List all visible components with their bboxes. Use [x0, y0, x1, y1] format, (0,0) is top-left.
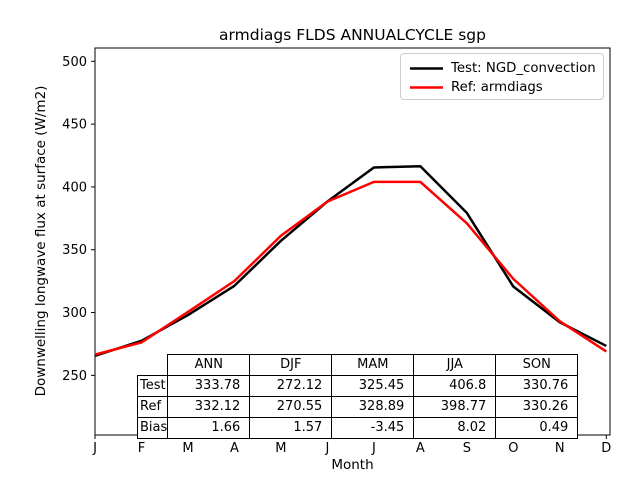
- table-cell: 406.8: [413, 375, 497, 397]
- table-cell: 272.12: [249, 375, 333, 397]
- table-cell: 0.49: [495, 417, 579, 439]
- table-cell: 1.57: [249, 417, 333, 439]
- legend-label-ref: Ref: armdiags: [451, 80, 543, 95]
- table-row: Test 333.78 272.12 325.45 406.8 330.76: [136, 375, 579, 397]
- table-header-row: ANN DJF MAM JJA SON: [138, 354, 579, 376]
- x-axis-label: Month: [331, 457, 374, 473]
- legend: Test: NGD_convection Ref: armdiags: [400, 53, 604, 100]
- y-tick-label: 300: [62, 306, 87, 321]
- legend-label-test: Test: NGD_convection: [451, 61, 596, 76]
- table-cell: 333.78: [167, 375, 251, 397]
- series-line-ref: [94, 180, 607, 356]
- y-tick-label: 400: [62, 180, 87, 195]
- x-tick-label: N: [555, 441, 565, 456]
- table-row-label: Bias: [136, 417, 169, 439]
- table-cell: 8.02: [413, 417, 497, 439]
- table-header-cell: JJA: [413, 354, 497, 376]
- table-cell: 330.76: [495, 375, 579, 397]
- y-tick-label: 450: [62, 118, 87, 133]
- table-cell: 325.45: [331, 375, 415, 397]
- legend-line-icon: [410, 67, 443, 70]
- x-tick-label: A: [230, 441, 239, 456]
- table-cell: 398.77: [413, 396, 497, 418]
- table-cell: 270.55: [249, 396, 333, 418]
- legend-entry-test: Test: NGD_convection: [410, 59, 596, 78]
- x-tick-label: S: [463, 441, 471, 456]
- table-header-cell: SON: [495, 354, 579, 376]
- table-cell: 330.26: [495, 396, 579, 418]
- stats-table: ANN DJF MAM JJA SON Test 333.78 272.12 3…: [136, 354, 579, 439]
- x-tick-label: M: [182, 441, 193, 456]
- legend-entry-ref: Ref: armdiags: [410, 78, 594, 97]
- x-tick-label: J: [92, 441, 97, 456]
- table-cell: 332.12: [167, 396, 251, 418]
- table-cell: -3.45: [331, 417, 415, 439]
- y-tick-label: 350: [62, 243, 87, 258]
- table-header-cell: DJF: [249, 354, 333, 376]
- x-tick-label: A: [416, 441, 425, 456]
- chart-title: armdiags FLDS ANNUALCYCLE sgp: [219, 26, 486, 44]
- series-line-test: [94, 164, 607, 358]
- y-tick-label: 500: [62, 55, 87, 70]
- legend-line-icon: [410, 86, 443, 89]
- x-tick-label: F: [138, 441, 145, 456]
- table-cell: 1.66: [167, 417, 251, 439]
- x-tick-label: O: [508, 441, 518, 456]
- table-row: Ref 332.12 270.55 328.89 398.77 330.26: [136, 396, 579, 418]
- x-tick-label: D: [601, 441, 611, 456]
- table-row-label: Test: [136, 375, 169, 397]
- table-row-label: Ref: [136, 396, 169, 418]
- table-corner-cell: [138, 355, 168, 376]
- table-cell: 328.89: [331, 396, 415, 418]
- table-row: Bias 1.66 1.57 -3.45 8.02 0.49: [136, 417, 579, 439]
- x-tick-label: J: [324, 441, 329, 456]
- table-header-cell: MAM: [331, 354, 415, 376]
- table-header-cell: ANN: [167, 354, 251, 376]
- y-tick-label: 250: [62, 369, 87, 384]
- x-tick-label: M: [275, 441, 286, 456]
- x-tick-label: J: [371, 441, 376, 456]
